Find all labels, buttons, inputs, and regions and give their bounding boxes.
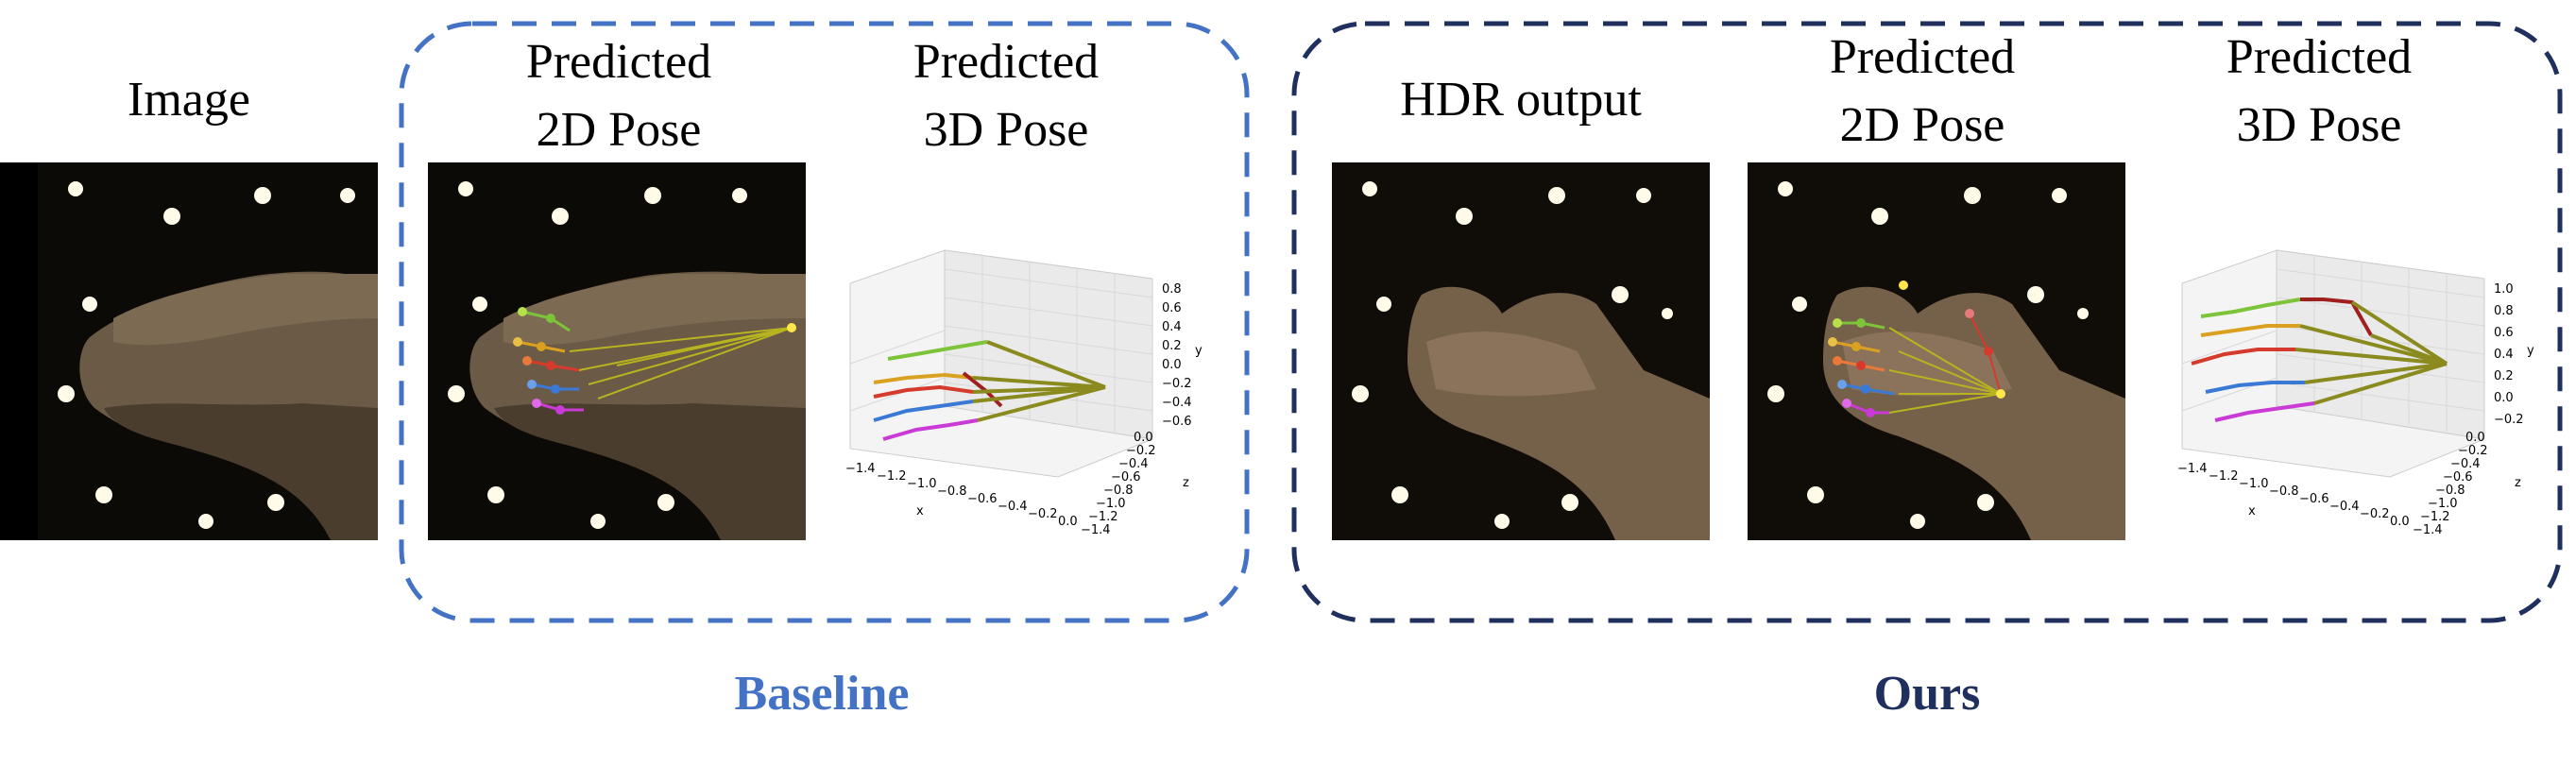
y-tick: 0.4	[1162, 320, 1182, 334]
baseline-3d-plot-panel: 0.8 0.6 0.4 0.2 0.0 −0.2 −0.4 −0.6 y 0.0…	[831, 194, 1209, 534]
z-tick: −0.8	[1103, 484, 1134, 498]
z-tick: −0.2	[2458, 444, 2488, 458]
z-tick: 0.0	[1134, 431, 1153, 445]
y-tick: −0.6	[1162, 415, 1192, 429]
caption-baseline-3d: Predicted 3D Pose	[913, 35, 1100, 157]
y-axis-label: y	[1195, 344, 1203, 358]
y-tick: 0.2	[1162, 339, 1182, 353]
z-tick: −0.4	[1118, 457, 1149, 471]
caption-image: Image	[128, 73, 250, 127]
z-tick: −1.0	[2428, 497, 2458, 511]
x-tick: −1.0	[2239, 477, 2269, 491]
x-tick: −1.2	[877, 469, 907, 484]
z-tick: −1.2	[2420, 510, 2450, 524]
y-tick: 0.6	[2494, 326, 2514, 340]
ours-3d-plot: 1.0 0.8 0.6 0.4 0.2 0.0 −0.2 y 0.0 −0.2 …	[2177, 249, 2534, 534]
x-tick: −0.2	[1028, 507, 1058, 521]
y-tick: 0.0	[1162, 358, 1182, 372]
z-tick: −1.2	[1088, 510, 1118, 524]
x-tick: 0.0	[2390, 515, 2410, 529]
x-tick: 0.0	[1058, 515, 1078, 529]
hdr-output-image	[1332, 162, 1710, 540]
y-axis-label: y	[2527, 344, 2534, 358]
caption-ours-3d: Predicted 3D Pose	[2226, 30, 2413, 152]
y-tick: 0.8	[2494, 304, 2514, 318]
caption-ours-2d: Predicted 2D Pose	[1829, 30, 2016, 152]
z-tick: −1.4	[2413, 523, 2443, 534]
y-tick: −0.2	[1162, 377, 1192, 391]
ours-3d-plot-panel: 1.0 0.8 0.6 0.4 0.2 0.0 −0.2 y 0.0 −0.2 …	[2163, 194, 2541, 534]
z-tick: −1.0	[1096, 497, 1126, 511]
x-axis-label: x	[2248, 504, 2256, 518]
x-tick: −0.2	[2360, 507, 2390, 521]
y-tick: 1.0	[2494, 282, 2514, 297]
caption-baseline-2d: Predicted 2D Pose	[525, 35, 712, 157]
z-axis-label: z	[2515, 476, 2521, 490]
y-tick: 0.0	[2494, 391, 2514, 405]
y-tick: −0.4	[1162, 396, 1192, 410]
ours-2d-pose	[1748, 162, 2125, 540]
y-tick: 0.2	[2494, 369, 2514, 383]
x-tick: −1.2	[2209, 469, 2239, 484]
baseline-2d-pose	[428, 162, 806, 540]
x-tick: −1.0	[907, 477, 937, 491]
z-tick: −1.4	[1081, 523, 1111, 534]
y-tick: 0.4	[2494, 348, 2514, 362]
baseline-2d-pose-panel	[428, 162, 806, 540]
x-tick: −0.6	[2299, 492, 2329, 506]
x-tick: −0.6	[967, 492, 998, 506]
hdr-output-panel	[1332, 162, 1710, 540]
z-tick: 0.0	[2465, 431, 2485, 445]
x-axis-label: x	[916, 504, 924, 518]
input-image-panel	[0, 162, 378, 540]
z-tick: −0.2	[1126, 444, 1156, 458]
caption-hdr: HDR output	[1400, 73, 1642, 127]
x-tick: −1.4	[845, 462, 876, 476]
ours-border	[1291, 21, 2563, 623]
z-tick: −0.6	[1111, 470, 1141, 484]
ours-2d-pose-panel	[1748, 162, 2125, 540]
x-tick: −0.8	[937, 484, 967, 499]
x-tick: −0.4	[998, 500, 1028, 514]
z-tick: −0.4	[2450, 457, 2481, 471]
x-tick: −1.4	[2177, 462, 2208, 476]
y-tick: −0.2	[2494, 413, 2524, 427]
x-tick: −0.8	[2269, 484, 2299, 499]
y-tick: 0.6	[1162, 301, 1182, 315]
baseline-3d-plot: 0.8 0.6 0.4 0.2 0.0 −0.2 −0.4 −0.6 y 0.0…	[845, 249, 1203, 534]
ours-label: Ours	[1873, 667, 1981, 721]
z-tick: −0.6	[2443, 470, 2473, 484]
y-tick: 0.8	[1162, 282, 1182, 297]
z-axis-label: z	[1183, 476, 1189, 490]
x-tick: −0.4	[2329, 500, 2360, 514]
baseline-border	[399, 21, 1250, 623]
z-tick: −0.8	[2435, 484, 2465, 498]
input-image	[0, 162, 378, 540]
baseline-label: Baseline	[734, 667, 910, 721]
